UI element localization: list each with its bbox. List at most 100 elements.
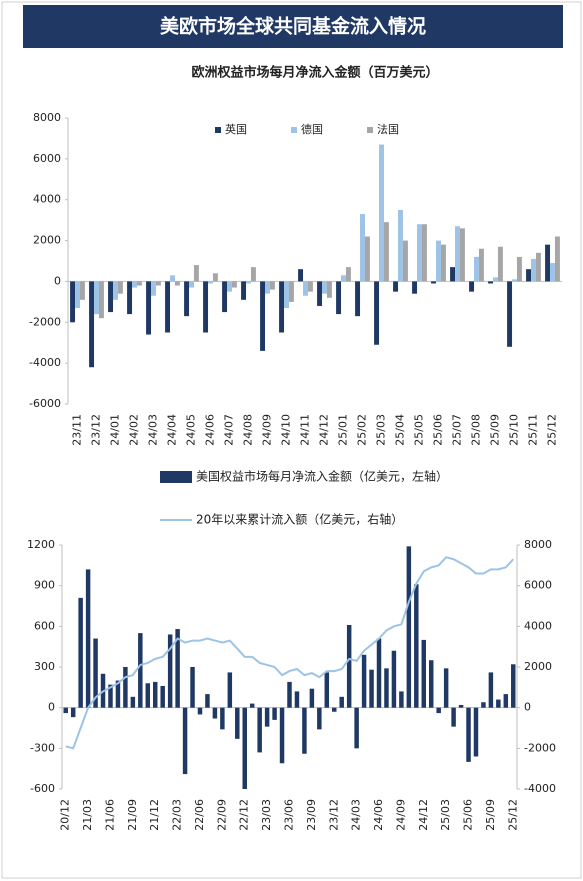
- x-tick-label: 25/12: [546, 414, 559, 446]
- y-tick-label: 300: [34, 660, 55, 673]
- x-tick-label: 22/03: [171, 799, 184, 831]
- bar: [469, 281, 475, 292]
- x-tick-label: 25/02: [356, 414, 369, 446]
- bar: [512, 279, 517, 282]
- bar: [474, 256, 479, 282]
- bar: [488, 281, 494, 284]
- bar: [231, 281, 237, 288]
- bar: [503, 694, 509, 708]
- bar: [167, 634, 173, 708]
- x-tick-label: 22/09: [215, 799, 228, 831]
- bar: [79, 281, 85, 300]
- x-tick-label: 24/05: [185, 414, 198, 446]
- bar: [75, 281, 80, 308]
- bar: [459, 228, 465, 282]
- bar: [130, 696, 136, 708]
- bar: [431, 281, 437, 284]
- bar: [360, 214, 365, 282]
- bar: [516, 256, 522, 282]
- bar: [136, 281, 142, 286]
- bar: [85, 569, 91, 708]
- x-tick-label: 23/09: [305, 799, 318, 831]
- banner: [23, 5, 563, 48]
- y-tick-label: -300: [30, 741, 55, 754]
- legend-label: 法国: [377, 122, 399, 136]
- legend-label: 德国: [301, 122, 323, 136]
- bar: [123, 667, 128, 708]
- bar: [298, 269, 304, 282]
- bar: [379, 144, 384, 282]
- bar: [526, 269, 532, 282]
- bar: [317, 281, 323, 306]
- x-tick-label: 25/09: [484, 799, 497, 831]
- bar: [383, 222, 389, 282]
- bar: [272, 707, 277, 720]
- y2-tick-label: 6000: [524, 579, 552, 592]
- bar: [473, 707, 479, 757]
- bar: [414, 584, 419, 708]
- bar: [212, 273, 218, 282]
- bar: [478, 248, 484, 282]
- bar: [421, 639, 426, 708]
- x-tick-label: 24/04: [166, 414, 179, 446]
- x-tick-label: 21/09: [126, 799, 139, 831]
- x-tick-label: 24/07: [223, 414, 236, 446]
- bar: [279, 707, 285, 764]
- bar: [332, 707, 337, 712]
- bar: [115, 680, 121, 708]
- x-tick-label: 25/07: [451, 414, 464, 446]
- bar: [339, 696, 344, 708]
- x-tick-label: 24/02: [128, 414, 141, 446]
- bar: [246, 281, 251, 284]
- bar: [421, 224, 427, 282]
- x-tick-label: 22/12: [238, 799, 251, 831]
- bar: [398, 209, 403, 282]
- bar: [364, 236, 370, 282]
- bar: [531, 258, 536, 282]
- bar: [160, 685, 165, 708]
- bar: [288, 281, 294, 302]
- x-tick-label: 23/12: [90, 414, 103, 446]
- x-tick-label: 24/01: [109, 414, 122, 446]
- bar: [117, 281, 123, 294]
- x-tick-label: 25/11: [527, 414, 540, 446]
- bar: [132, 281, 137, 288]
- x-tick-label: 25/05: [413, 414, 426, 446]
- bar: [222, 281, 228, 313]
- bar: [146, 281, 152, 335]
- y2-tick-label: -4000: [524, 782, 556, 795]
- bar: [443, 668, 449, 708]
- bar: [402, 240, 408, 282]
- legend-label: 美国权益市场每月净流入金额（亿美元，左轴）: [196, 469, 448, 484]
- legend-label: 20年以来累计流入额（亿美元，右轴）: [196, 512, 403, 527]
- x-tick-label: 24/09: [261, 414, 274, 446]
- bar: [346, 624, 352, 708]
- bar: [302, 707, 307, 754]
- x-tick-label: 24/06: [372, 799, 385, 831]
- bar: [212, 707, 218, 719]
- bar: [384, 668, 389, 708]
- x-tick-label: 25/04: [394, 414, 407, 446]
- bar: [153, 681, 158, 708]
- x-tick-label: 24/12: [417, 799, 430, 831]
- bar: [550, 263, 555, 282]
- bar: [269, 281, 275, 290]
- chart-title: 欧洲权益市场每月净流入金额（百万美元）: [191, 65, 438, 81]
- bar: [451, 707, 456, 727]
- bar: [374, 281, 380, 345]
- bar: [376, 638, 382, 708]
- y2-tick-label: -2000: [524, 741, 556, 754]
- bar: [436, 240, 441, 282]
- y-tick-label: 2000: [33, 234, 61, 247]
- y2-tick-label: 4000: [524, 619, 552, 632]
- x-tick-label: 23/06: [283, 799, 296, 831]
- bar: [545, 244, 551, 282]
- x-tick-label: 24/08: [242, 414, 255, 446]
- bar: [98, 281, 104, 319]
- bar: [264, 707, 270, 727]
- bar: [507, 281, 513, 347]
- y-tick-label: -600: [30, 782, 55, 795]
- bar: [496, 699, 501, 708]
- bar: [303, 281, 308, 296]
